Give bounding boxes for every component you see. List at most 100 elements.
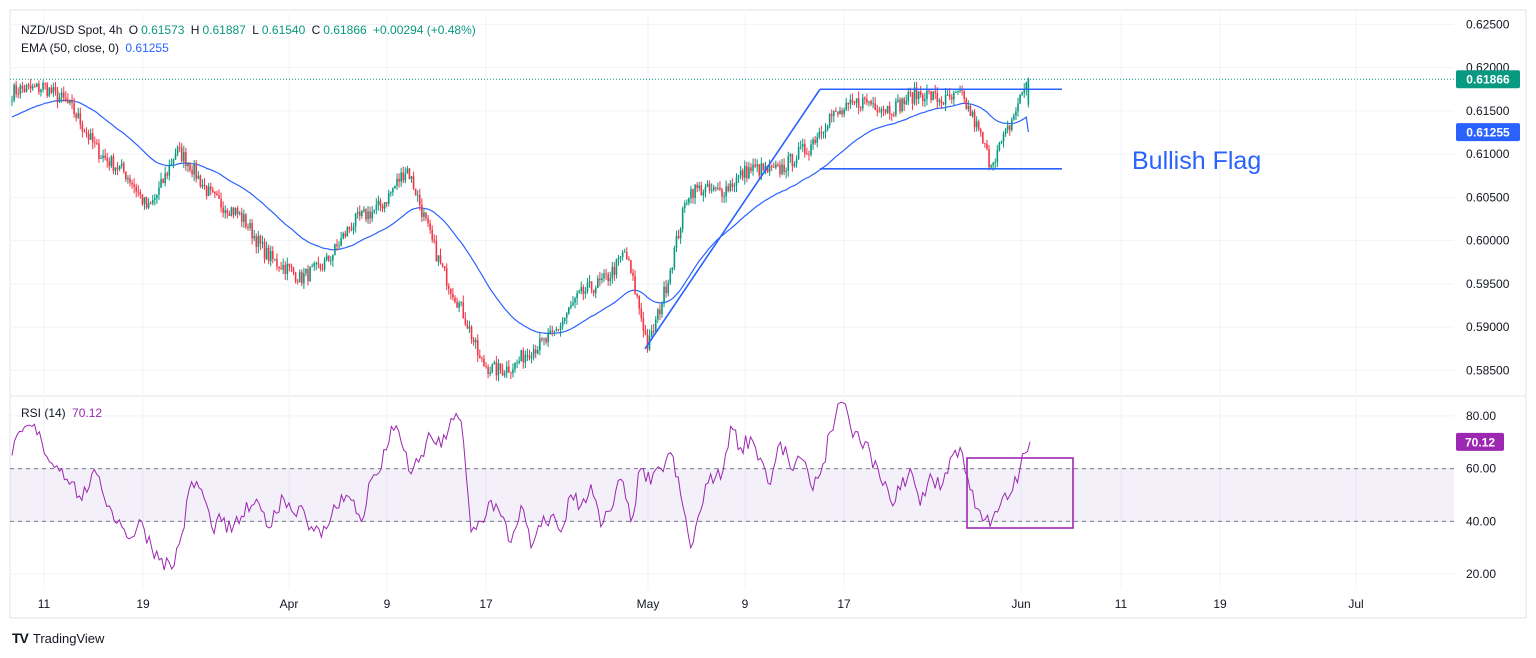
candle-body bbox=[27, 85, 30, 86]
price-tick-label: 0.60500 bbox=[1466, 190, 1510, 204]
candle-body bbox=[640, 308, 643, 319]
candle-body bbox=[584, 291, 587, 294]
candle-body bbox=[795, 159, 798, 165]
candle-body bbox=[127, 178, 129, 180]
candle-body bbox=[402, 172, 405, 181]
candle-body bbox=[73, 102, 75, 115]
candle-body bbox=[1004, 129, 1007, 135]
candle-body bbox=[325, 255, 328, 261]
time-tick-label: 19 bbox=[1213, 597, 1227, 611]
price-badge-label: 0.61866 bbox=[1466, 73, 1510, 87]
candle-body bbox=[131, 182, 133, 185]
candle-body bbox=[327, 255, 330, 261]
candle-body bbox=[284, 265, 287, 274]
candle-body bbox=[830, 114, 833, 117]
candle-body bbox=[884, 109, 887, 113]
candle-body bbox=[489, 372, 491, 374]
candle-body bbox=[472, 339, 475, 343]
candle-body bbox=[597, 278, 599, 289]
candle-body bbox=[539, 338, 541, 351]
candle-body bbox=[893, 114, 895, 116]
candle-body bbox=[36, 83, 38, 87]
candle-body bbox=[530, 356, 533, 359]
candle-body bbox=[698, 185, 701, 189]
candle-body bbox=[843, 109, 845, 115]
candle-body bbox=[60, 92, 63, 98]
price-tick-label: 0.59000 bbox=[1466, 320, 1510, 334]
candle-body bbox=[930, 91, 932, 101]
candle-body bbox=[510, 372, 512, 374]
candle-body bbox=[418, 194, 421, 205]
candle-body bbox=[89, 133, 92, 140]
candle-body bbox=[835, 110, 837, 112]
candle-body bbox=[532, 349, 535, 357]
candle-body bbox=[735, 177, 738, 186]
candle-body bbox=[936, 93, 939, 102]
candle-body bbox=[234, 208, 237, 215]
candle-body bbox=[704, 186, 707, 193]
candle-body bbox=[1002, 134, 1005, 142]
candle-body bbox=[944, 94, 947, 105]
candle-body bbox=[497, 363, 500, 376]
candle-body bbox=[367, 211, 369, 220]
candle-body bbox=[164, 173, 166, 184]
candle-body bbox=[158, 187, 160, 195]
price-tick-label: 0.61000 bbox=[1466, 147, 1510, 161]
time-tick-label: 11 bbox=[38, 597, 51, 611]
legend-symbol[interactable]: NZD/USD Spot, 4h bbox=[21, 23, 123, 37]
candle-body bbox=[228, 213, 231, 216]
candle-body bbox=[743, 166, 746, 178]
candle-body bbox=[379, 200, 382, 207]
candle-body bbox=[230, 207, 233, 216]
flagpole-line bbox=[644, 88, 821, 350]
candle-body bbox=[876, 109, 879, 112]
candle-body bbox=[412, 176, 415, 189]
candle-body bbox=[665, 286, 667, 294]
candle-body bbox=[338, 245, 340, 247]
candle-body bbox=[183, 152, 185, 162]
candle-body bbox=[561, 321, 564, 326]
candle-body bbox=[694, 184, 696, 198]
candle-body bbox=[568, 307, 570, 314]
candle-body bbox=[141, 194, 144, 205]
legend-ema-label: EMA (50, close, 0) bbox=[21, 41, 120, 55]
candle-body bbox=[1021, 92, 1023, 95]
candle-body bbox=[139, 192, 142, 195]
candle-body bbox=[1008, 125, 1011, 131]
candle-body bbox=[394, 186, 396, 189]
time-tick-label: Jul bbox=[1348, 597, 1363, 611]
candle-body bbox=[967, 105, 970, 109]
candle-body bbox=[414, 188, 417, 196]
legend-rsi[interactable]: RSI (14) 70.12 bbox=[21, 405, 105, 421]
candle-body bbox=[303, 273, 305, 284]
rsi-badge-label: 70.12 bbox=[1465, 435, 1495, 449]
candle-body bbox=[247, 227, 249, 228]
footer-brand[interactable]: TV TradingView bbox=[12, 630, 104, 646]
candle-body bbox=[245, 214, 247, 228]
time-tick-label: Apr bbox=[280, 597, 299, 611]
time-tick-label: 17 bbox=[479, 597, 493, 611]
candle-body bbox=[791, 154, 794, 167]
label-layer: 0.61866 0.61255 70.12 bbox=[1456, 70, 1520, 451]
legend-ema-value: 0.61255 bbox=[125, 41, 169, 55]
candle-body bbox=[481, 358, 483, 359]
candle-body bbox=[754, 164, 756, 167]
candle-body bbox=[524, 355, 527, 363]
candle-body bbox=[580, 287, 583, 292]
candle-body bbox=[559, 325, 562, 330]
candle-body bbox=[518, 360, 520, 363]
candle-body bbox=[632, 272, 634, 277]
price-tick-label: 0.59500 bbox=[1466, 277, 1510, 291]
candle-body bbox=[733, 185, 736, 187]
rsi-highlight-box bbox=[966, 457, 1074, 529]
legend-ema[interactable]: EMA (50, close, 0) 0.61255 bbox=[21, 40, 172, 56]
candle-body bbox=[959, 90, 961, 92]
candle-body bbox=[168, 165, 171, 176]
candle-body bbox=[950, 97, 953, 100]
tradingview-logo-icon: TV bbox=[12, 630, 29, 646]
candle-body bbox=[615, 259, 618, 275]
candle-body bbox=[634, 276, 636, 294]
candle-body bbox=[290, 266, 293, 268]
candle-body bbox=[922, 94, 924, 102]
